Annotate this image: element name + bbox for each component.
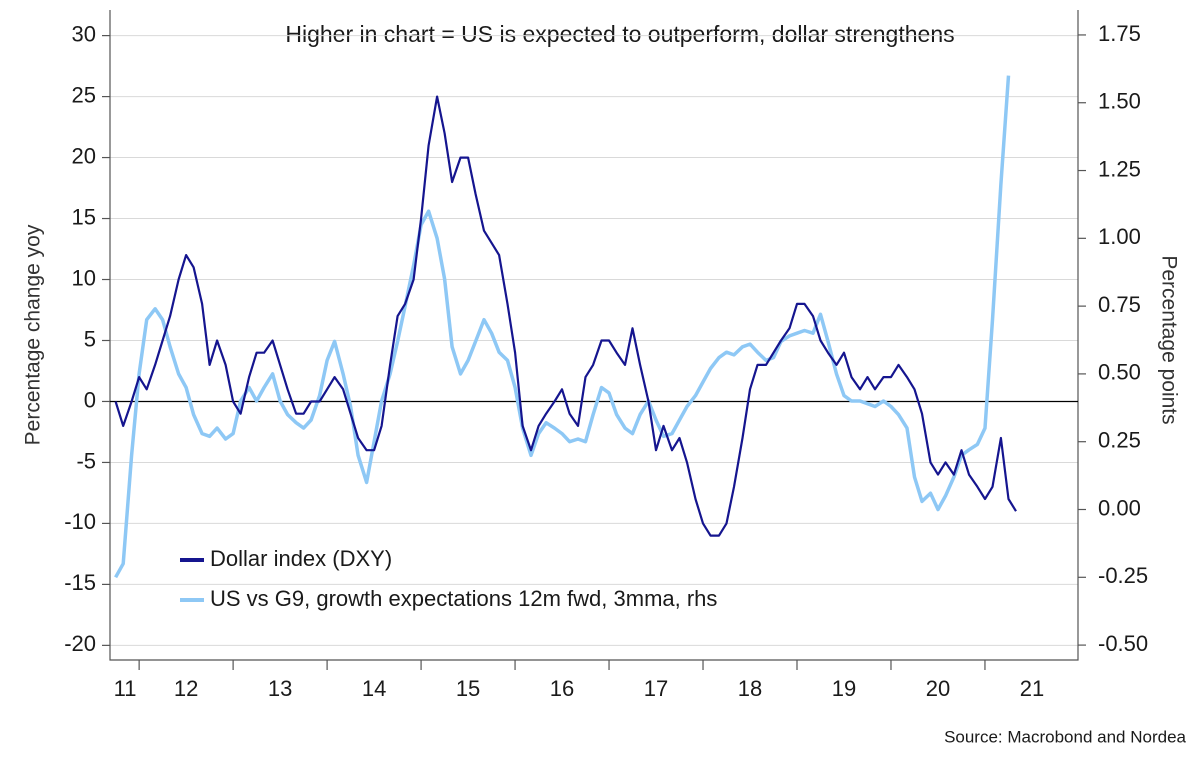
y2-axis-label: Percentage points xyxy=(1157,255,1180,424)
y-tick-label: 20 xyxy=(72,143,96,168)
x-tick-label: 13 xyxy=(268,676,292,701)
y2-tick-label: 0.50 xyxy=(1098,360,1141,385)
y-tick-label: 5 xyxy=(84,326,96,351)
y-tick-label: 25 xyxy=(72,82,96,107)
legend-label: US vs G9, growth expectations 12m fwd, 3… xyxy=(210,586,717,611)
x-tick-label: 20 xyxy=(926,676,950,701)
x-tick-label: 16 xyxy=(550,676,574,701)
x-tick-label: 11 xyxy=(114,676,137,701)
x-tick-label: 21 xyxy=(1020,676,1044,701)
y2-tick-label: 0.75 xyxy=(1098,292,1141,317)
x-tick-label: 12 xyxy=(174,676,198,701)
y-tick-label: 10 xyxy=(72,265,96,290)
y-tick-label: -5 xyxy=(76,448,96,473)
series-line xyxy=(114,75,1011,579)
x-tick-label: 15 xyxy=(456,676,480,701)
y-tick-label: 15 xyxy=(72,204,96,229)
y-axis-label: Percentage change yoy xyxy=(22,224,45,445)
y2-tick-label: -0.25 xyxy=(1098,563,1148,588)
series-line xyxy=(114,95,1017,537)
y2-tick-label: -0.50 xyxy=(1098,631,1148,656)
y2-tick-label: 0.25 xyxy=(1098,428,1141,453)
legend-label: Dollar index (DXY) xyxy=(210,546,392,571)
x-tick-label: 17 xyxy=(644,676,668,701)
y2-tick-label: 1.75 xyxy=(1098,21,1141,46)
y2-tick-label: 0.00 xyxy=(1098,495,1141,520)
x-tick-label: 14 xyxy=(362,676,386,701)
x-tick-label: 19 xyxy=(832,676,856,701)
y2-tick-label: 1.00 xyxy=(1098,224,1141,249)
x-tick-label: 18 xyxy=(738,676,762,701)
y-tick-label: -20 xyxy=(64,631,96,656)
y2-tick-label: 1.25 xyxy=(1098,156,1141,181)
y-tick-label: -10 xyxy=(64,509,96,534)
y-tick-label: -15 xyxy=(64,570,96,595)
source-note: Source: Macrobond and Nordea xyxy=(944,727,1186,746)
y-tick-label: 30 xyxy=(72,21,96,46)
y-tick-label: 0 xyxy=(84,387,96,412)
y2-tick-label: 1.50 xyxy=(1098,89,1141,114)
plot-frame xyxy=(109,10,1079,661)
chart-title: Higher in chart = US is expected to outp… xyxy=(285,21,954,47)
